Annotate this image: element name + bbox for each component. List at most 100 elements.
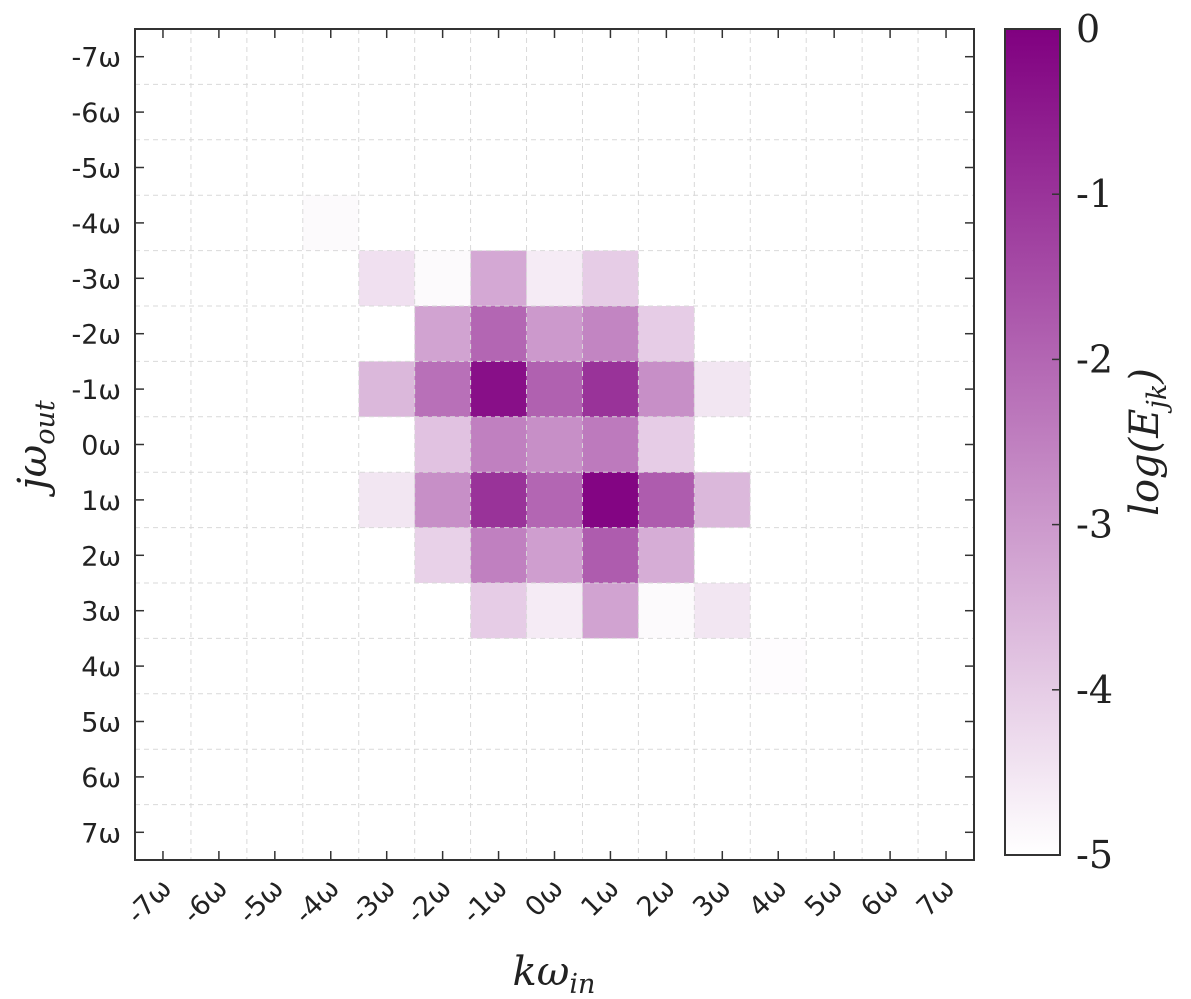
heatmap-cell <box>526 195 583 252</box>
heatmap-cell <box>526 306 583 362</box>
heatmap-cell <box>582 29 639 85</box>
heatmap-cell <box>638 195 695 252</box>
heatmap-cell <box>470 749 528 806</box>
heatmap-cell <box>806 416 863 473</box>
y-tick-label: -1ω <box>71 375 121 406</box>
heatmap-cell <box>638 250 695 307</box>
heatmap-cell <box>750 472 807 529</box>
x-tick-label: 1ω <box>575 873 625 923</box>
heatmap-cell <box>750 250 807 307</box>
heatmap-cell <box>190 29 248 85</box>
heatmap-cell <box>358 306 416 362</box>
heatmap-cell <box>135 361 192 418</box>
heatmap-cell <box>694 250 751 307</box>
heatmap-cell <box>750 583 807 639</box>
heatmap-cell <box>414 306 472 362</box>
heatmap-cell <box>302 361 360 418</box>
heatmap-cell <box>414 84 472 141</box>
heatmap-cell <box>638 416 695 473</box>
heatmap-cell <box>638 749 695 806</box>
heatmap-cell <box>302 84 360 141</box>
heatmap-cell <box>470 416 528 473</box>
heatmap-cell <box>302 527 360 584</box>
heatmap-cell <box>358 29 416 85</box>
heatmap-cell <box>806 139 863 196</box>
heatmap-cell <box>694 583 751 639</box>
heatmap-cell <box>526 638 583 695</box>
heatmap-cell <box>302 472 360 529</box>
heatmap-cell <box>750 361 807 418</box>
heatmap-cell <box>806 361 863 418</box>
heatmap-cell <box>806 472 863 529</box>
heatmap-cell <box>862 416 919 473</box>
y-tick-label: 0ω <box>81 431 121 462</box>
heatmap-cell <box>750 693 807 750</box>
y-tick-label: -2ω <box>71 320 121 351</box>
heatmap-cell <box>582 139 639 196</box>
heatmap-cell <box>470 527 528 584</box>
heatmap-cell <box>135 306 192 362</box>
heatmap-cell <box>414 139 472 196</box>
heatmap-cell <box>638 306 695 362</box>
heatmap-cell <box>302 749 360 806</box>
x-tick-label: 6ω <box>855 873 905 923</box>
heatmap-cell <box>190 527 248 584</box>
heatmap-cell <box>246 139 304 196</box>
heatmap-cell <box>694 749 751 806</box>
heatmap-cell <box>806 84 863 141</box>
heatmap-cell <box>862 195 919 252</box>
heatmap-cell <box>526 472 583 529</box>
heatmap-cell <box>470 693 528 750</box>
heatmap-cell <box>358 527 416 584</box>
heatmap-cell <box>526 416 583 473</box>
heatmap-cell <box>526 527 583 584</box>
heatmap-cell <box>135 29 192 85</box>
heatmap-cell <box>246 84 304 141</box>
y-tick-label: 6ω <box>81 763 121 794</box>
heatmap-cell <box>750 749 807 806</box>
y-tick-label: -7ω <box>71 43 121 74</box>
heatmap-cell <box>135 416 192 473</box>
heatmap-cell <box>582 195 639 252</box>
heatmap-cell <box>135 472 192 529</box>
x-tick-label: -1ω <box>457 873 514 930</box>
y-axis-title: jωout <box>10 400 61 498</box>
heatmap-cell <box>694 29 751 85</box>
heatmap-cell <box>358 416 416 473</box>
heatmap-cell <box>190 361 248 418</box>
heatmap-cell <box>135 250 192 307</box>
heatmap-cell <box>582 250 639 307</box>
heatmap-cell <box>470 361 528 418</box>
heatmap-cell <box>358 583 416 639</box>
heatmap-cell <box>135 84 192 141</box>
heatmap-cells <box>135 29 975 861</box>
heatmap-cell <box>246 638 304 695</box>
colorbar-tick-label: 0 <box>1076 7 1100 51</box>
heatmap-cell <box>862 84 919 141</box>
heatmap-cell <box>414 749 472 806</box>
heatmap-cell <box>750 416 807 473</box>
heatmap-cell <box>694 84 751 141</box>
heatmap-cell <box>135 638 192 695</box>
heatmap-cell <box>862 139 919 196</box>
y-tick-label: 5ω <box>81 708 121 739</box>
heatmap-cell <box>862 693 919 750</box>
heatmap-cell <box>862 472 919 529</box>
heatmap-cell <box>862 749 919 806</box>
heatmap-cell <box>302 139 360 196</box>
heatmap-cell <box>358 139 416 196</box>
heatmap-cell <box>135 527 192 584</box>
heatmap-cell <box>750 139 807 196</box>
heatmap-cell <box>806 29 863 85</box>
heatmap-cell <box>414 583 472 639</box>
heatmap-cell <box>694 195 751 252</box>
heatmap-cell <box>358 472 416 529</box>
heatmap-cell <box>470 29 528 85</box>
heatmap-cell <box>470 195 528 252</box>
x-tick-label: -3ω <box>345 873 402 930</box>
x-tick-label: 0ω <box>519 873 569 923</box>
heatmap-cell <box>582 84 639 141</box>
heatmap-cell <box>806 195 863 252</box>
colorbar-tick-label: -3 <box>1076 503 1113 547</box>
x-tick-label: -4ω <box>289 873 346 930</box>
